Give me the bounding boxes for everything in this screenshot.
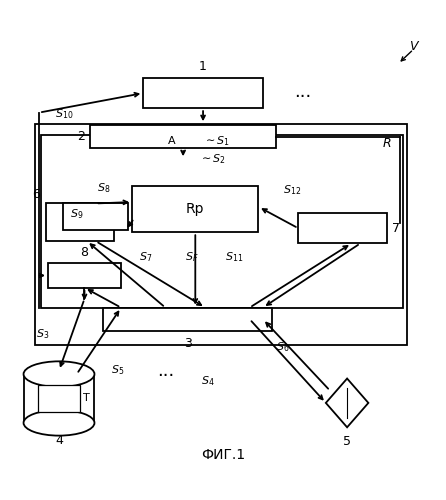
Text: V: V bbox=[409, 40, 417, 52]
FancyBboxPatch shape bbox=[48, 264, 121, 287]
FancyBboxPatch shape bbox=[90, 125, 276, 148]
Text: $S_{12}$: $S_{12}$ bbox=[283, 183, 301, 197]
Ellipse shape bbox=[24, 362, 95, 387]
FancyBboxPatch shape bbox=[38, 385, 80, 412]
FancyBboxPatch shape bbox=[298, 213, 387, 244]
Text: $S_9$: $S_9$ bbox=[70, 208, 83, 222]
FancyBboxPatch shape bbox=[132, 186, 259, 232]
Text: 7: 7 bbox=[392, 222, 401, 235]
Text: 2: 2 bbox=[77, 130, 85, 143]
Text: $\sim S_2$: $\sim S_2$ bbox=[198, 152, 226, 166]
FancyBboxPatch shape bbox=[41, 135, 402, 308]
Text: $S_{10}$: $S_{10}$ bbox=[54, 108, 73, 122]
Text: ...: ... bbox=[294, 83, 311, 101]
Text: Rp: Rp bbox=[186, 202, 205, 216]
FancyBboxPatch shape bbox=[143, 78, 263, 108]
Text: $S_6$: $S_6$ bbox=[276, 340, 289, 354]
Text: $S_4$: $S_4$ bbox=[201, 374, 215, 388]
Text: A: A bbox=[168, 136, 176, 146]
FancyBboxPatch shape bbox=[35, 124, 407, 346]
Text: 4: 4 bbox=[55, 434, 63, 447]
Text: 6: 6 bbox=[33, 188, 41, 201]
Text: $S_5$: $S_5$ bbox=[112, 364, 124, 378]
Ellipse shape bbox=[24, 410, 95, 436]
Text: ФИГ.1: ФИГ.1 bbox=[201, 448, 245, 462]
Text: $S_7$: $S_7$ bbox=[139, 250, 152, 264]
Text: 3: 3 bbox=[184, 338, 191, 350]
Text: $S_3$: $S_3$ bbox=[36, 328, 49, 341]
FancyBboxPatch shape bbox=[103, 308, 272, 330]
Polygon shape bbox=[326, 378, 368, 428]
FancyBboxPatch shape bbox=[45, 204, 115, 241]
Text: ...: ... bbox=[157, 362, 174, 380]
FancyBboxPatch shape bbox=[63, 204, 128, 230]
Text: 8: 8 bbox=[80, 246, 88, 259]
Text: 5: 5 bbox=[343, 436, 351, 448]
Text: R: R bbox=[383, 137, 391, 150]
Text: T: T bbox=[83, 394, 90, 404]
Text: 1: 1 bbox=[199, 60, 207, 72]
Text: $S_{11}$: $S_{11}$ bbox=[225, 250, 244, 264]
Text: $\sim S_1$: $\sim S_1$ bbox=[203, 134, 230, 148]
Text: $S_F$: $S_F$ bbox=[186, 250, 199, 264]
Text: $S_8$: $S_8$ bbox=[97, 181, 110, 194]
